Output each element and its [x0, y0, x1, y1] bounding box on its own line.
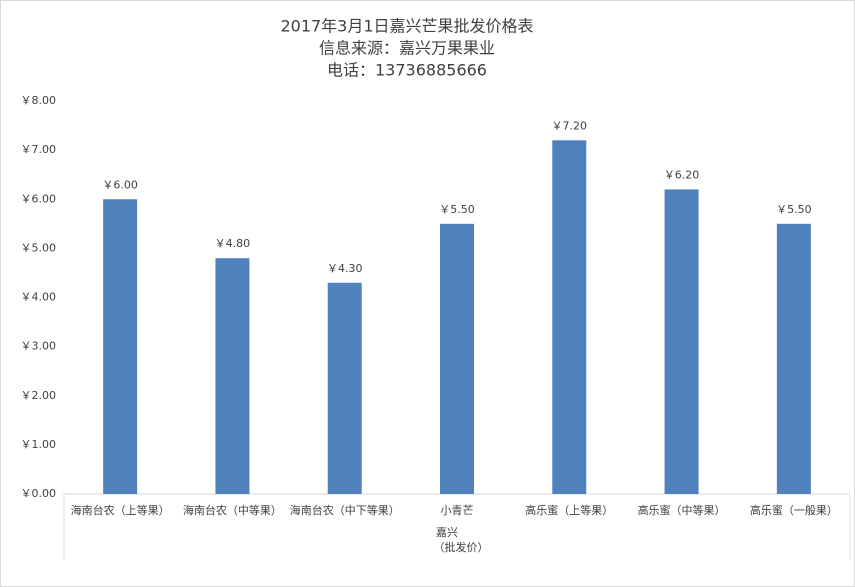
data-label: ￥6.00	[102, 178, 138, 191]
data-label: ￥4.80	[215, 237, 251, 250]
y-tick-label: ￥4.00	[21, 291, 57, 304]
data-label: ￥5.50	[439, 203, 475, 216]
y-tick-label: ￥8.00	[21, 94, 57, 107]
x-tick-label: 高乐蜜（一般果）	[750, 503, 838, 517]
x-group-label: （批发价）	[434, 540, 489, 554]
bar	[327, 282, 362, 494]
chart-title: 2017年3月1日嘉兴芒果批发价格表	[280, 17, 533, 36]
bar	[440, 223, 474, 494]
chart-title: 电话：13736885666	[327, 61, 487, 80]
x-tick-label: 高乐蜜（中等果）	[638, 503, 726, 517]
x-group-label: 嘉兴	[436, 525, 458, 539]
y-tick-label: ￥2.00	[21, 389, 57, 402]
bar	[215, 258, 250, 494]
y-tick-label: ￥5.00	[21, 241, 57, 254]
data-label: ￥6.20	[664, 168, 700, 181]
y-tick-label: ￥7.00	[21, 143, 57, 156]
bar	[776, 223, 811, 494]
y-tick-label: ￥1.00	[21, 438, 57, 451]
data-label: ￥4.30	[327, 262, 363, 275]
x-tick-label: 海南台农（上等果）	[71, 503, 170, 517]
x-tick-label: 海南台农（中等果）	[183, 503, 282, 517]
y-tick-label: ￥0.00	[21, 487, 57, 500]
data-label: ￥7.20	[552, 119, 588, 132]
data-label: ￥5.50	[776, 203, 812, 216]
bar	[664, 189, 699, 495]
x-tick-label: 海南台农（中下等果）	[290, 503, 400, 517]
y-tick-label: ￥3.00	[21, 340, 57, 353]
bar	[552, 140, 587, 495]
x-tick-label: 小青芒	[441, 504, 474, 517]
chart-title: 信息来源：嘉兴万果果业	[319, 39, 495, 58]
bar	[103, 199, 138, 494]
y-tick-label: ￥6.00	[21, 192, 57, 205]
x-tick-label: 高乐蜜（上等果）	[525, 503, 613, 517]
